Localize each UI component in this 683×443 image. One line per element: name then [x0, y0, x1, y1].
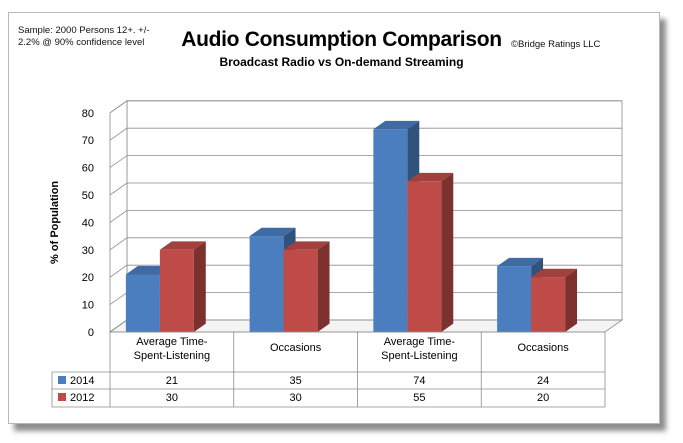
copyright-note: ©Bridge Ratings LLC — [511, 39, 601, 50]
category-label: Occasions — [270, 342, 322, 354]
bar-top — [249, 227, 296, 237]
bar-side — [565, 268, 578, 332]
legend-label: 2014 — [70, 375, 94, 387]
gridline — [109, 127, 622, 141]
bar-2012 — [283, 241, 330, 332]
bar-top — [497, 257, 544, 267]
y-tick-label: 10 — [82, 300, 94, 312]
bar-side — [317, 241, 330, 332]
bar-front — [407, 181, 442, 332]
y-tick-label: 80 — [82, 108, 94, 120]
y-tick-label: 70 — [82, 135, 94, 147]
data-table-value: 20 — [537, 392, 549, 404]
data-table-value: 55 — [413, 392, 425, 404]
gridline — [109, 100, 622, 114]
data-table-value: 74 — [413, 375, 425, 387]
y-tick-label: 20 — [82, 272, 94, 284]
bar-top — [531, 268, 578, 278]
legend-label: 2012 — [70, 392, 94, 404]
legend-key-2012 — [58, 393, 66, 401]
gridline — [109, 209, 622, 223]
y-tick-label: 0 — [88, 327, 94, 339]
bar-side — [193, 241, 206, 332]
bar-side — [441, 172, 454, 332]
gridline — [109, 155, 622, 168]
category-label: Occasions — [517, 342, 569, 354]
gridline — [109, 264, 622, 278]
category-label: Average Time- — [136, 336, 208, 348]
bar-front — [159, 249, 194, 332]
chart-title: Audio Consumption Comparison — [181, 28, 502, 51]
category-label: Spent-Listening — [134, 350, 210, 362]
sample-note: Sample: 2000 Persons 12+. +/- 2.2% @ 90%… — [18, 25, 150, 48]
bar-front — [531, 277, 566, 332]
bar-front — [283, 249, 318, 332]
data-table-value: 35 — [290, 375, 302, 387]
y-tick-label: 60 — [82, 163, 94, 175]
bar-front — [373, 129, 408, 332]
bar-2012 — [407, 172, 454, 332]
bar-top — [283, 241, 330, 250]
bar-2012 — [159, 241, 206, 332]
bar-top — [407, 172, 454, 182]
gridline — [109, 237, 622, 251]
chart-subtitle: Broadcast Radio vs On-demand Streaming — [219, 55, 464, 69]
bar-top — [373, 120, 420, 130]
data-table-value: 30 — [290, 392, 302, 404]
data-table-value: 30 — [166, 392, 178, 404]
bar-top — [159, 241, 206, 250]
y-tick-label: 50 — [82, 190, 94, 202]
y-tick-label: 40 — [82, 217, 94, 229]
y-axis-label: % of Population — [49, 181, 61, 264]
bar-front — [497, 266, 532, 332]
data-table-value: 21 — [166, 375, 178, 387]
category-label: Average Time- — [384, 336, 456, 348]
bar-2012 — [531, 268, 578, 332]
data-table-value: 24 — [537, 375, 549, 387]
y-tick-label: 30 — [82, 245, 94, 257]
gridline — [109, 182, 622, 196]
bar-front — [125, 274, 160, 332]
legend-key-2014 — [58, 376, 66, 384]
category-label: Spent-Listening — [381, 350, 457, 362]
bar-front — [249, 236, 284, 332]
